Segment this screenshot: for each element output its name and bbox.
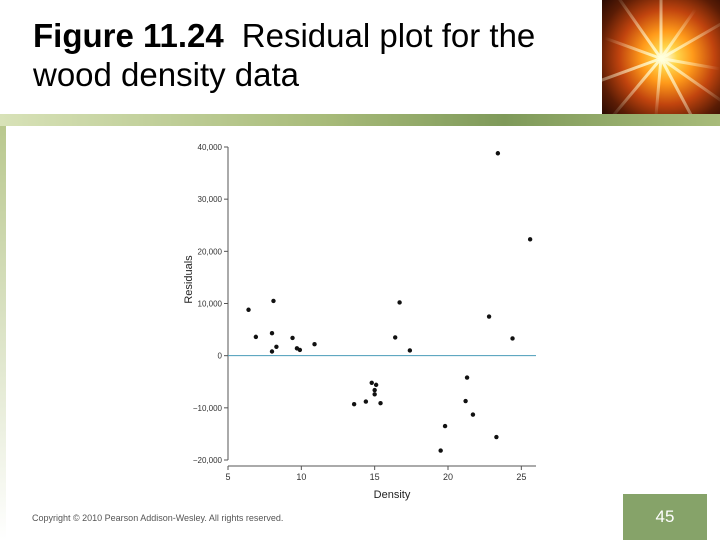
residual-point [372, 392, 377, 397]
residual-point [463, 398, 468, 404]
axes: −20,000 −10,000 0 10,000 20,000 30,000 40,000 5… [193, 143, 536, 482]
residual-point [373, 382, 379, 388]
residual-plot: −20,000 −10,000 0 10,000 20,000 30,000 40,000 5… [0, 126, 720, 506]
y-tick-label: 30,000 [198, 195, 223, 204]
x-axis-label: Density [374, 489, 411, 501]
residual-plot-svg: −20,000 −10,000 0 10,000 20,000 30,000 40,000 5… [183, 143, 536, 501]
residual-point [274, 344, 279, 349]
residual-point [246, 307, 251, 312]
x-tick-label: 20 [443, 472, 453, 482]
x-tick-label: 15 [370, 472, 380, 482]
y-tick-label: 40,000 [198, 143, 223, 152]
residual-point [397, 300, 402, 305]
residual-point [369, 380, 374, 385]
residual-point [495, 151, 501, 156]
decorative-burst-image [602, 0, 720, 114]
y-tick-label: −10,000 [193, 404, 223, 413]
x-tick-label: 5 [225, 472, 230, 482]
residual-point [438, 448, 443, 453]
residual-point [372, 387, 377, 393]
residual-point [297, 347, 303, 353]
residual-point [510, 336, 515, 341]
residual-point [393, 335, 398, 340]
residual-point [269, 349, 275, 354]
decorative-side-band [0, 126, 6, 540]
y-tick-label: 20,000 [198, 247, 223, 256]
x-tick-label: 10 [296, 472, 306, 482]
decorative-band [0, 114, 720, 126]
burst-ray [659, 8, 697, 60]
residual-point [363, 399, 369, 404]
figure-label: Figure 11.24 [33, 17, 224, 54]
title-text: Residual plot for the wood density data [33, 17, 536, 93]
slide-title: Figure 11.24 Residual plot for the wood d… [33, 16, 593, 94]
residual-point [486, 314, 492, 319]
data-points [246, 151, 533, 453]
residual-point [290, 335, 295, 341]
page-number: 45 [655, 507, 675, 526]
residual-point [312, 341, 317, 347]
residual-point [407, 348, 413, 353]
copyright-notice: Copyright © 2010 Pearson Addison-Wesley.… [32, 513, 284, 523]
residual-point [269, 331, 275, 336]
residual-point [253, 334, 259, 340]
residual-point [378, 400, 383, 406]
x-tick-label: 25 [516, 472, 526, 482]
page-number-box: 45 [623, 494, 707, 540]
y-axis-label: Residuals [183, 255, 195, 304]
y-tick-label: −20,000 [193, 456, 223, 465]
residual-point [464, 375, 470, 380]
residual-point [271, 298, 276, 304]
y-tick-label: 0 [218, 352, 223, 361]
burst-ray [602, 57, 662, 95]
burst-ray [660, 17, 720, 60]
burst-ray [659, 0, 663, 59]
residual-point [351, 401, 357, 407]
title-area: Figure 11.24 Residual plot for the wood d… [0, 0, 602, 114]
residual-point [527, 237, 533, 242]
residual-point [470, 412, 476, 417]
residual-point [442, 423, 448, 429]
residual-point [494, 434, 499, 440]
y-tick-label: 10,000 [198, 300, 223, 309]
